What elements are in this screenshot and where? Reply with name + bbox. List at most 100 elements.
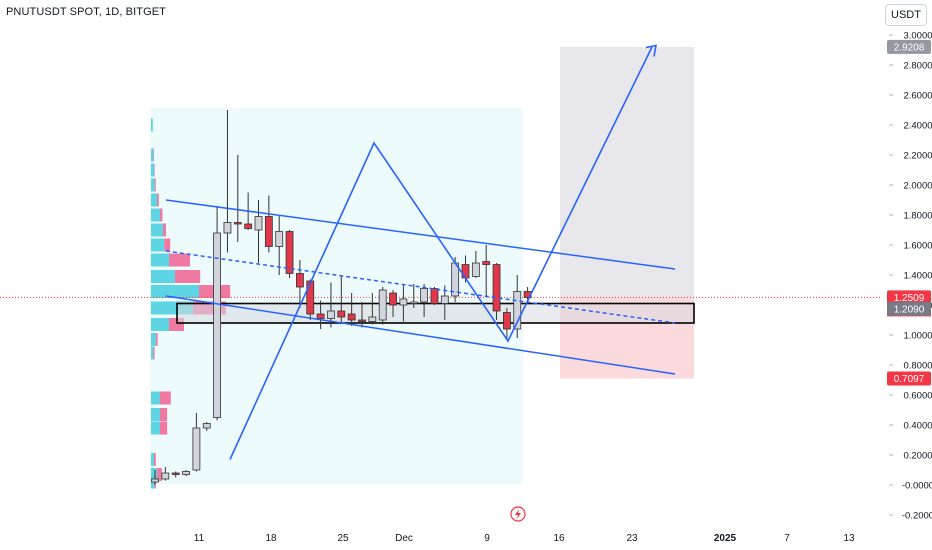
volume-profile-down-bar [175, 270, 201, 283]
price-tick-label: 3.0000 [903, 31, 932, 42]
volume-profile-down-bar [154, 163, 155, 177]
current-price-label-bg [887, 290, 931, 305]
lightning-icon [515, 509, 521, 519]
candle [327, 282, 335, 328]
time-tick-label: 18 [265, 533, 277, 544]
channel-mid-line [165, 250, 676, 324]
support-level-label-bg [887, 301, 931, 316]
volume-profile-down-bar [153, 346, 155, 360]
candle-body [151, 478, 159, 483]
volume-profile-up-bar [151, 468, 157, 481]
candle-body [161, 472, 170, 480]
candle-body [409, 301, 418, 304]
candle-body [440, 295, 449, 304]
candle-body [492, 264, 501, 312]
channel-lower-line [165, 295, 676, 375]
candle-body [316, 313, 325, 319]
candle [316, 300, 325, 329]
candle-body [502, 312, 511, 330]
candle-body [182, 471, 190, 475]
time-tick-label: 11 [194, 533, 205, 544]
price-tick-label: 2.4000 [903, 121, 932, 132]
candle [171, 471, 180, 478]
candle-body [295, 273, 304, 288]
candle-body [358, 319, 366, 322]
volume-profile-up-bar [151, 178, 155, 192]
candle [482, 245, 491, 296]
volume-profile-up-bar [151, 453, 154, 466]
candle [420, 284, 429, 317]
price-tick-label: 0.8000 [903, 361, 932, 372]
candle [254, 200, 263, 263]
volume-profile-down-bar [163, 223, 166, 237]
volume-profile-up-bar [151, 193, 157, 207]
volume-profile-down-bar [160, 391, 171, 405]
candle-body [327, 310, 335, 319]
price-axis[interactable]: 3.0000 2.8000 2.6000 2.4000 2.2000 2.0000 1.80… [887, 31, 932, 522]
volume-profile-up-bar [151, 391, 160, 405]
channel-upper-line [165, 199, 676, 270]
price-tick-label: -0.0000 [902, 481, 932, 492]
volume-profile-up-bar [151, 408, 160, 421]
candle-body [306, 280, 315, 315]
candles-layer [151, 110, 532, 485]
volume-profile-up-bar [151, 318, 169, 331]
price-tick-label: 2.8000 [903, 61, 932, 72]
price-tick-label: -0.2000 [902, 511, 932, 522]
zigzag-projection [229, 46, 653, 460]
candle [264, 195, 273, 253]
price-tick-label: 0.2000 [903, 451, 932, 462]
candle-body [430, 288, 439, 304]
candle-body [399, 298, 408, 306]
volume-profile-up-bar [151, 285, 199, 298]
candle-body [513, 291, 522, 330]
volume-profile-up-bar [151, 118, 153, 132]
candle-body [482, 261, 491, 265]
time-tick-label: 25 [337, 533, 349, 544]
candle [213, 206, 222, 421]
candle [513, 275, 522, 338]
volume-profile-up-bar [151, 208, 160, 222]
current-price-label: 1.2509 [894, 293, 925, 304]
currency-button[interactable]: USDT [885, 4, 927, 26]
candle [440, 285, 449, 320]
volume-profile-down-bar [164, 238, 171, 252]
volume-profile-up-bar [151, 148, 154, 162]
candle [233, 155, 242, 242]
candle [502, 308, 511, 340]
volume-profile-up-bar [151, 253, 169, 267]
price-tick-label: 1.8000 [903, 211, 932, 222]
time-tick-label: 2025 [714, 533, 737, 544]
symbol-title: PNUTUSDT SPOT, 1D, BITGET [6, 6, 166, 18]
time-tick-label: 9 [484, 533, 490, 544]
candle [389, 290, 397, 317]
time-axis[interactable]: 11 18 25 Dec 9 16 23 2025 7 13 [194, 506, 855, 544]
price-tick-label: 1.0000 [903, 331, 932, 342]
volume-profile-up-bar [151, 333, 156, 346]
volume-profile-up-bar [151, 270, 175, 283]
candle-body [171, 472, 180, 475]
target-zone [560, 47, 694, 298]
candle-body [389, 292, 397, 306]
candle-body [471, 262, 480, 277]
drawings-layer [165, 44, 676, 460]
support-level-label: 1.2090 [894, 304, 925, 315]
candle [306, 279, 315, 320]
price-tick-label: 1.4000 [903, 271, 932, 282]
support-zone-box [176, 302, 695, 324]
candle [202, 422, 211, 431]
price-tick-label: 2.2000 [903, 151, 932, 162]
candle [295, 260, 304, 308]
time-tick-label: 13 [843, 533, 855, 544]
candle-body [223, 222, 232, 234]
candle [182, 470, 190, 476]
volume-profile-down-bar [160, 408, 168, 421]
volume-profile-up-bar [151, 223, 163, 237]
candle-body [254, 216, 263, 231]
volume-profile-up-bar [151, 163, 154, 177]
stop-price-label-bg [887, 371, 931, 386]
volume-profile-down-bar [155, 333, 158, 346]
candle-body [213, 232, 222, 418]
candle-body [275, 231, 284, 247]
